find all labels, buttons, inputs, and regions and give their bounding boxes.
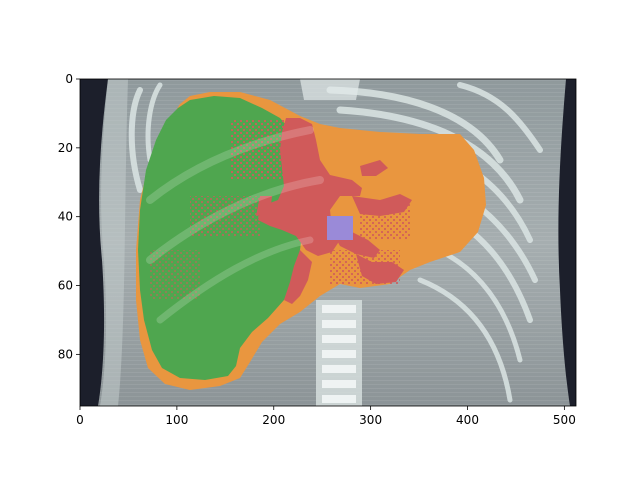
vessel-speckle-4	[330, 250, 400, 284]
vessel-speckle-2	[190, 196, 260, 236]
axes-frame	[79, 78, 577, 407]
segment-purple	[327, 216, 353, 240]
y-tick-label: 80	[58, 347, 73, 361]
y-tick-label: 20	[58, 141, 73, 155]
x-tick-label: 500	[553, 413, 576, 427]
ct-image	[80, 79, 576, 406]
x-tick-label: 300	[359, 413, 382, 427]
x-tick-label: 400	[456, 413, 479, 427]
ct-left-dark-edge	[80, 79, 108, 406]
spine	[316, 300, 362, 406]
vessel-speckle-1	[230, 120, 290, 180]
x-tick-label: 100	[165, 413, 188, 427]
y-tick-label: 0	[65, 72, 73, 86]
vessel-speckle-5	[150, 250, 200, 300]
x-tick-label: 0	[76, 413, 84, 427]
y-tick-label: 60	[58, 279, 73, 293]
rib-shadows	[146, 126, 324, 324]
ct-left-skin	[100, 79, 128, 406]
x-axis: 0 100 200 300 400 500	[76, 406, 576, 427]
ct-right-dark-edge	[558, 79, 576, 406]
y-tick-label: 40	[58, 210, 73, 224]
x-tick-label: 200	[262, 413, 285, 427]
vessel-speckle-3	[360, 200, 410, 240]
sternum	[300, 79, 360, 100]
y-axis: 0 20 40 60 80	[58, 72, 80, 361]
